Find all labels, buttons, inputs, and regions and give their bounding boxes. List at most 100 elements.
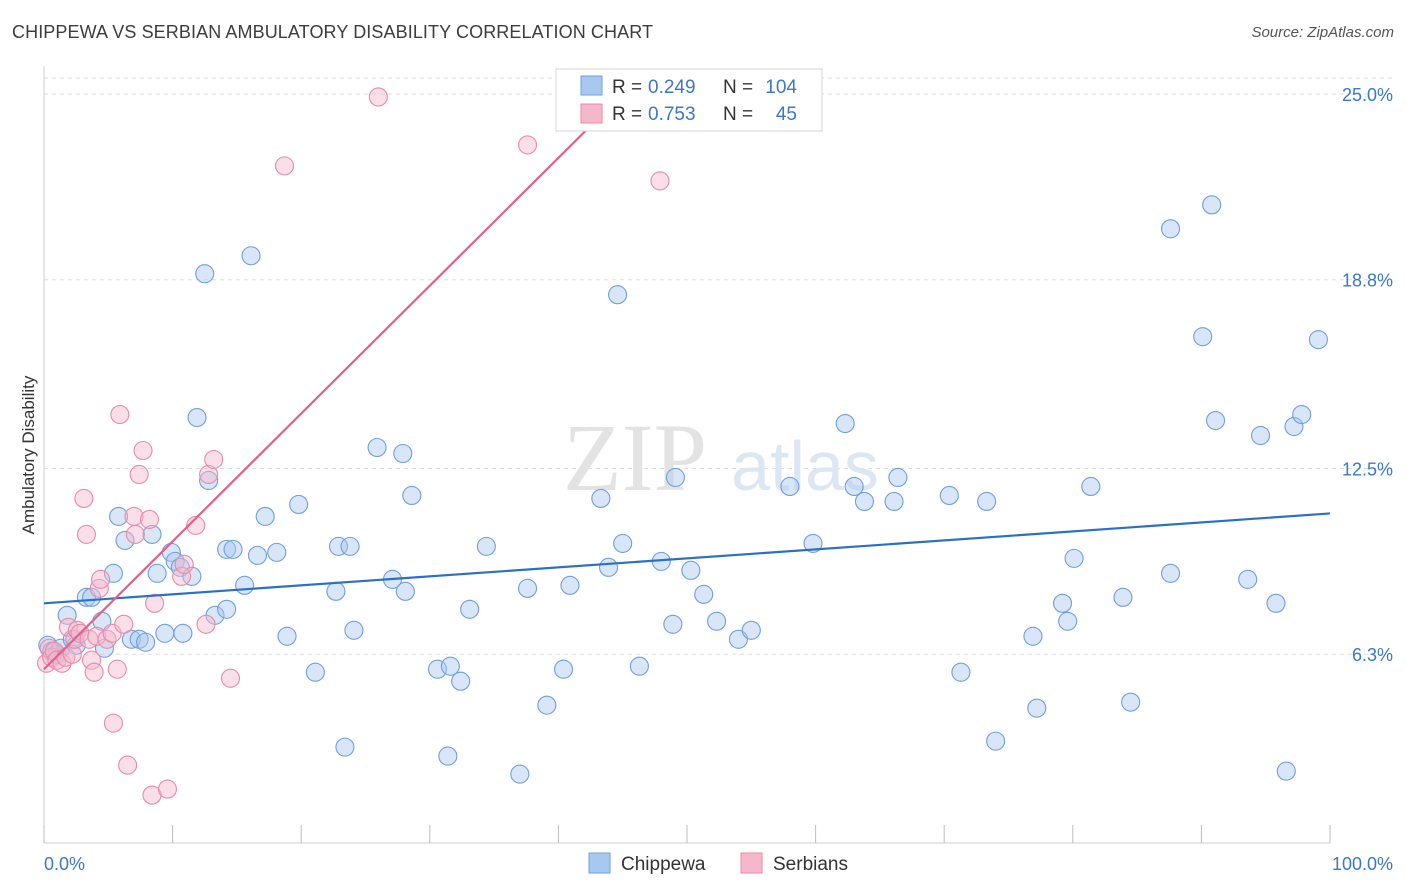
chippewa-point <box>1251 425 1271 446</box>
chippewa-point <box>884 491 904 511</box>
serbians-point <box>74 488 94 508</box>
chippewa-point <box>1052 593 1073 613</box>
serbians-point <box>274 156 295 176</box>
chippewa-point <box>109 506 129 526</box>
chippewa-point <box>340 536 360 556</box>
chippewa-point <box>629 656 649 676</box>
chippewa-point <box>187 408 207 428</box>
chippewa-point <box>1113 587 1133 607</box>
watermark: ZIP atlas <box>563 404 879 511</box>
chippewa-point <box>591 488 611 508</box>
chippewa-point <box>1064 548 1084 568</box>
serbians-point <box>133 440 153 461</box>
legend-swatch-serbians <box>580 103 603 124</box>
chippewa-point <box>121 629 141 649</box>
legend-series-name: Chippewa <box>621 854 706 875</box>
chippewa-point <box>451 671 471 691</box>
chippewa-point <box>326 581 346 601</box>
chippewa-point <box>707 611 727 631</box>
chippewa-point <box>367 437 387 458</box>
chippewa-point <box>803 533 823 553</box>
y-tick-label: 6.3% <box>1352 645 1393 665</box>
trend-lines <box>43 93 1331 671</box>
series-legend: Chippewa Serbians <box>588 852 848 875</box>
serbians-point <box>125 524 145 544</box>
chippewa-point <box>1193 327 1213 347</box>
serbians-point <box>91 569 111 589</box>
serbians-point <box>103 713 123 733</box>
chippewa-point <box>305 662 325 682</box>
chippewa-trend-line <box>43 512 1331 605</box>
serbians-point <box>82 650 102 670</box>
y-tick-label: 18.8% <box>1342 271 1393 291</box>
chippewa-point <box>267 542 287 562</box>
legend-swatch-chippewa <box>588 852 611 874</box>
chippewa-point <box>440 656 460 676</box>
chippewa-point <box>199 470 219 491</box>
serbians-point <box>118 755 138 775</box>
y-tick-label: 12.5% <box>1342 459 1393 479</box>
watermark-zip: ZIP <box>563 404 707 511</box>
chippewa-point <box>195 264 215 284</box>
chippewa-point <box>1160 219 1181 239</box>
y-axis-label: Ambulatory Disability <box>19 375 38 534</box>
chippewa-point <box>115 530 135 550</box>
chippewa-point <box>599 557 619 577</box>
axes <box>43 66 1331 844</box>
legend-swatch-chippewa <box>580 75 603 96</box>
chippewa-point <box>1308 330 1328 350</box>
chippewa-point <box>1058 611 1078 631</box>
chippewa-point <box>986 731 1006 751</box>
legend-r-value: 0.753 <box>648 104 696 125</box>
chippewa-point <box>517 578 538 598</box>
chippewa-point <box>147 563 167 583</box>
chippewa-point <box>663 614 683 634</box>
chippewa-point <box>289 494 309 514</box>
chippewa-point <box>1266 593 1286 613</box>
chippewa-point <box>402 485 422 505</box>
chippewa-point <box>1205 410 1226 431</box>
chippewa-point <box>1238 569 1258 589</box>
chippewa-point <box>888 467 908 488</box>
legend-n-label: N = <box>723 77 753 98</box>
chippewa-point <box>173 623 193 643</box>
legend-n-value: 104 <box>765 77 797 98</box>
chippewa-point <box>136 632 156 652</box>
serbians-point <box>124 506 144 526</box>
serbians-point <box>114 614 134 634</box>
legend-r-value: 0.249 <box>648 77 696 98</box>
serbians-point <box>62 644 82 664</box>
serbians-point <box>517 135 538 155</box>
serbians-point <box>368 87 388 107</box>
grid-lines <box>44 77 1393 655</box>
legend-swatch-serbians <box>740 852 763 874</box>
serbians-point <box>157 779 178 799</box>
chippewa-point <box>182 566 202 586</box>
chippewa-point <box>1202 195 1222 215</box>
chippewa-point <box>217 599 237 619</box>
chippewa-point <box>854 491 875 511</box>
chippewa-point <box>741 620 761 640</box>
chippewa-point <box>553 659 574 679</box>
serbians-point <box>196 614 216 634</box>
chippewa-point <box>438 746 458 766</box>
y-tick-label: 25.0% <box>1342 85 1393 105</box>
chippewa-point <box>613 533 633 553</box>
chippewa-point <box>155 623 175 643</box>
chippewa-point <box>217 539 237 559</box>
chippewa-point <box>1081 476 1101 497</box>
serbians-point <box>174 554 194 574</box>
chippewa-point <box>328 536 349 556</box>
chippewa-point <box>608 285 628 305</box>
chippewa-point <box>476 536 496 556</box>
chippewa-point <box>1284 416 1304 437</box>
chippewa-point <box>665 467 685 488</box>
chippewa-point <box>223 539 243 559</box>
serbians-point <box>145 593 165 613</box>
chippewa-point <box>235 575 255 595</box>
chippewa-point <box>844 476 864 497</box>
legend-r-label: R = <box>612 104 642 125</box>
source-credit: Source: ZipAtlas.com <box>1251 24 1394 41</box>
chippewa-point <box>681 560 701 580</box>
